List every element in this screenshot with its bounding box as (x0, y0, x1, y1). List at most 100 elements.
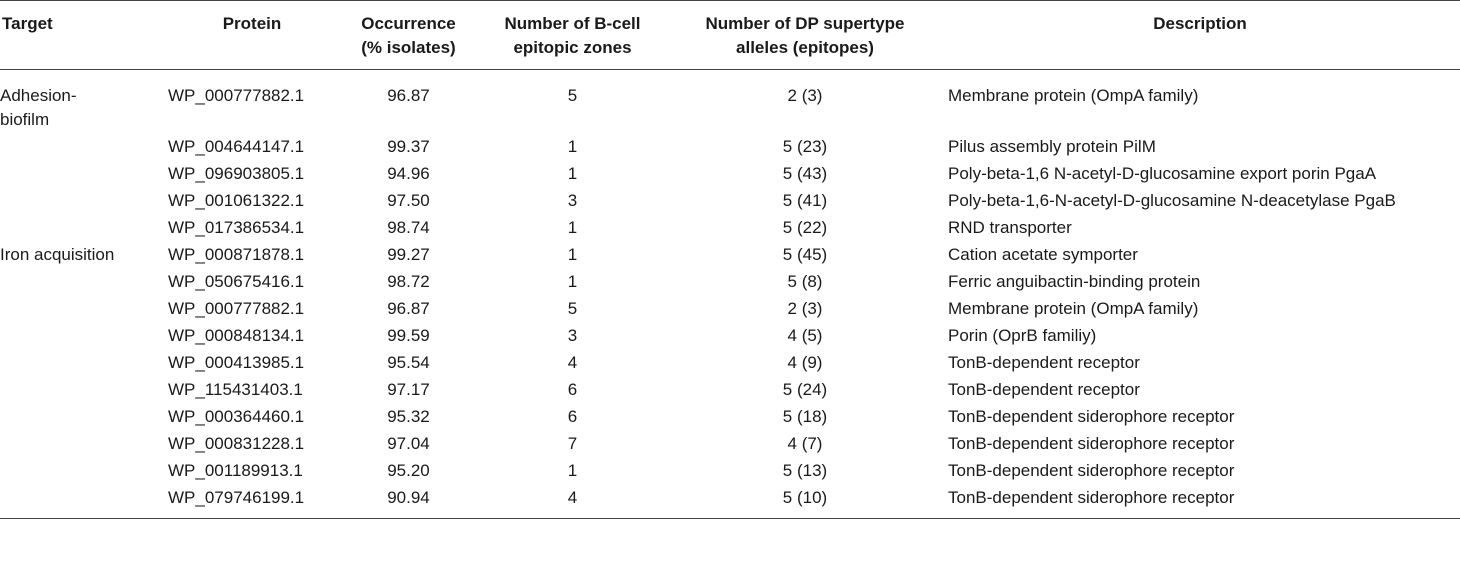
cell-occurrence: 95.54 (387, 353, 430, 372)
cell-description: Poly-beta-1,6 N-acetyl-D-glucosamine exp… (948, 164, 1377, 183)
cell-protein: WP_000777882.1 (168, 299, 305, 318)
cell-target (0, 133, 162, 160)
table-row: WP_001061322.1 97.50 3 5 (41) Poly-beta-1,6-… (0, 187, 1460, 214)
cell-bcell-zones: 5 (567, 86, 578, 105)
cell-dp-alleles: 5 (43) (782, 164, 828, 183)
table-row: Adhesion-biofilm WP_000777882.1 96.87 5 2 (3… (0, 70, 1460, 134)
cell-description: Membrane protein (OmpA family) (948, 299, 1199, 318)
table-row: WP_000413985.1 95.54 4 4 (9) TonB-dependent … (0, 349, 1460, 376)
cell-description: Cation acetate symporter (948, 245, 1138, 264)
cell-protein: WP_000413985.1 (168, 353, 305, 372)
table-row: WP_017386534.1 98.74 1 5 (22) RND transporte… (0, 214, 1460, 241)
cell-bcell-zones: 1 (567, 272, 578, 291)
cell-occurrence: 99.59 (387, 326, 430, 345)
cell-target: Iron acquisition (0, 241, 162, 268)
target-label: Adhesion-biofilm (0, 86, 77, 129)
header-row: Target Protein Occurrence (% isolates) N… (0, 0, 1460, 70)
cell-target (0, 295, 162, 322)
cell-bcell-zones: 1 (567, 137, 578, 156)
table-row: WP_000777882.1 96.87 5 2 (3) Membrane protei… (0, 295, 1460, 322)
cell-dp-alleles: 5 (22) (782, 218, 828, 237)
cell-protein: WP_096903805.1 (168, 164, 305, 183)
cell-bcell-zones: 1 (567, 461, 578, 480)
table-row: WP_000831228.1 97.04 7 4 (7) TonB-dependent … (0, 430, 1460, 457)
table-row: WP_096903805.1 94.96 1 5 (43) Poly-beta-1,6 … (0, 160, 1460, 187)
cell-bcell-zones: 1 (567, 245, 578, 264)
table-row: WP_000364460.1 95.32 6 5 (18) TonB-dependent… (0, 403, 1460, 430)
header-occurrence: Occurrence (% isolates) (342, 0, 475, 70)
cell-description: Pilus assembly protein PilM (948, 137, 1156, 156)
cell-target (0, 484, 162, 519)
cell-occurrence: 96.87 (387, 299, 430, 318)
cell-description: Poly-beta-1,6-N-acetyl-D-glucosamine N-d… (948, 191, 1396, 210)
target-label: Iron acquisition (0, 245, 115, 264)
cell-description: TonB-dependent siderophore receptor (948, 461, 1235, 480)
cell-dp-alleles: 4 (9) (787, 353, 823, 372)
header-description: Description (940, 0, 1460, 70)
cell-bcell-zones: 7 (567, 434, 578, 453)
cell-description: TonB-dependent siderophore receptor (940, 484, 1460, 519)
cell-target (0, 160, 162, 187)
cell-description: Porin (OprB familiy) (948, 326, 1097, 345)
cell-description: Membrane protein (OmpA family) (948, 86, 1199, 105)
table-row: WP_079746199.1 90.94 4 5 (10) TonB-dependent… (0, 484, 1460, 519)
table-row: WP_050675416.1 98.72 1 5 (8) Ferric anguibac… (0, 268, 1460, 295)
cell-description: TonB-dependent siderophore receptor (948, 434, 1235, 453)
cell-description: Ferric anguibactin-binding protein (948, 272, 1201, 291)
cell-protein: WP_000871878.1 (168, 245, 305, 264)
cell-dp-alleles: 4 (5) (787, 326, 823, 345)
cell-occurrence: 94.96 (387, 164, 430, 183)
cell-target (0, 376, 162, 403)
cell-target (0, 214, 162, 241)
cell-dp-alleles: 5 (24) (782, 380, 828, 399)
cell-bcell-zones: 5 (567, 299, 578, 318)
table-row: WP_115431403.1 97.17 6 5 (24) TonB-dependent… (0, 376, 1460, 403)
cell-protein: WP_050675416.1 (168, 272, 305, 291)
cell-protein: WP_001061322.1 (168, 191, 305, 210)
cell-description: TonB-dependent receptor (948, 380, 1140, 399)
cell-bcell-zones: 6 (567, 407, 578, 426)
cell-target (0, 349, 162, 376)
cell-description: TonB-dependent siderophore receptor (948, 407, 1235, 426)
table-row: WP_000848134.1 99.59 3 4 (5) Porin (OprB fam… (0, 322, 1460, 349)
header-target: Target (0, 0, 162, 70)
cell-occurrence: 97.17 (387, 380, 430, 399)
header-protein: Protein (162, 0, 342, 70)
cell-dp-alleles: 5 (23) (782, 137, 828, 156)
cell-bcell-zones: 1 (567, 218, 578, 237)
cell-dp-alleles: 5 (13) (782, 461, 828, 480)
cell-protein: WP_000831228.1 (168, 434, 305, 453)
cell-occurrence: 97.04 (387, 434, 430, 453)
cell-occurrence: 95.32 (387, 407, 430, 426)
cell-target (0, 322, 162, 349)
cell-dp-alleles: 2 (3) (787, 86, 823, 105)
cell-bcell-zones: 1 (567, 164, 578, 183)
cell-dp-alleles: 5 (10) (670, 484, 940, 519)
cell-occurrence: 98.74 (387, 218, 430, 237)
cell-protein: WP_000364460.1 (168, 407, 305, 426)
cell-occurrence: 97.50 (387, 191, 430, 210)
cell-bcell-zones: 6 (567, 380, 578, 399)
cell-dp-alleles: 2 (3) (787, 299, 823, 318)
table-row: WP_004644147.1 99.37 1 5 (23) Pilus assembly… (0, 133, 1460, 160)
header-bcell-zones: Number of B-cell epitopic zones (475, 0, 670, 70)
cell-dp-alleles: 4 (7) (787, 434, 823, 453)
cell-occurrence: 99.37 (387, 137, 430, 156)
cell-target (0, 457, 162, 484)
cell-description: RND transporter (948, 218, 1072, 237)
cell-target (0, 187, 162, 214)
cell-occurrence: 95.20 (387, 461, 430, 480)
cell-target (0, 403, 162, 430)
cell-protein: WP_000777882.1 (168, 86, 305, 105)
cell-occurrence: 90.94 (342, 484, 475, 519)
cell-occurrence: 99.27 (387, 245, 430, 264)
cell-target (0, 268, 162, 295)
cell-protein: WP_017386534.1 (168, 218, 305, 237)
cell-protein: WP_115431403.1 (168, 380, 303, 399)
cell-bcell-zones: 3 (567, 191, 578, 210)
cell-dp-alleles: 5 (18) (782, 407, 828, 426)
cell-target (0, 430, 162, 457)
cell-bcell-zones: 3 (567, 326, 578, 345)
cell-bcell-zones: 4 (567, 353, 578, 372)
cell-protein: WP_000848134.1 (168, 326, 305, 345)
